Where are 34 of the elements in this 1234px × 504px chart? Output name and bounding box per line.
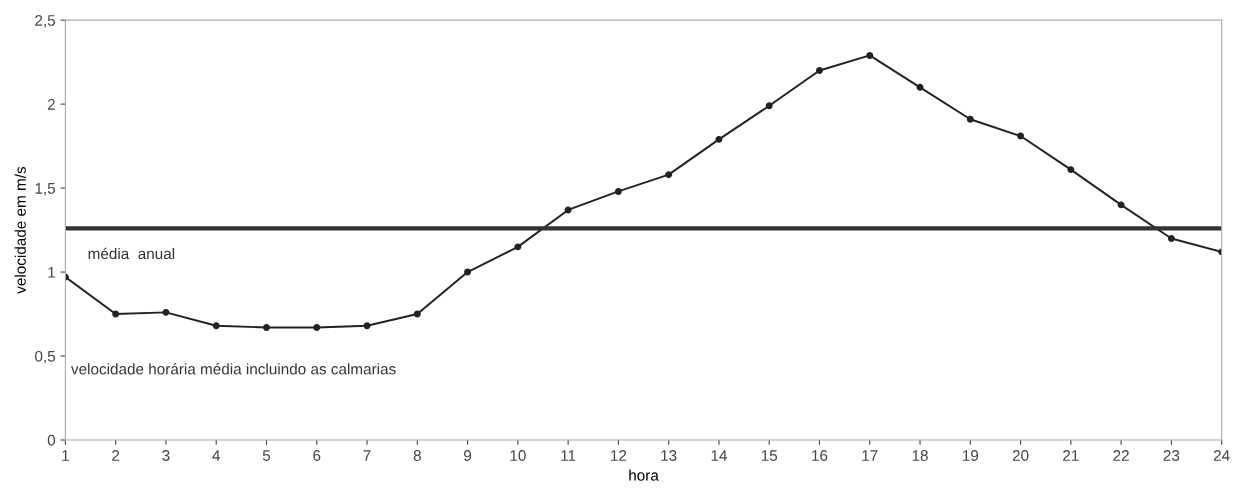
x-tick-label: 2 xyxy=(112,450,120,461)
x-tick-label: 5 xyxy=(262,450,271,461)
y-tick-label: 0,5 xyxy=(35,350,56,364)
x-tick-label: 11 xyxy=(561,450,576,461)
x-tick-label: 17 xyxy=(862,450,878,461)
x-axis-title: hora xyxy=(629,469,659,481)
ref-line-label: média anual xyxy=(88,247,175,260)
x-tick-label: 12 xyxy=(611,450,627,461)
text: velocidade horária média incluindo as calmarias xyxy=(71,363,396,375)
y-tick-label: 2 xyxy=(47,98,55,110)
y-tick-label: 0 xyxy=(47,434,56,446)
x-tick-label: 7 xyxy=(363,450,371,461)
x-tick-label: 23 xyxy=(1163,450,1180,461)
x-tick-label: 20 xyxy=(1012,450,1029,461)
x-tick-label: 15 xyxy=(761,450,778,461)
x-tick-label: 18 xyxy=(912,450,928,461)
x-tick-label: 21 xyxy=(1063,450,1079,461)
x-tick-label: 8 xyxy=(413,450,421,461)
x-tick-label: 9 xyxy=(464,450,472,461)
y-axis-title: velocidade em m/s xyxy=(14,166,26,294)
x-tick-label: 19 xyxy=(962,450,979,461)
y-tick-label: 1 xyxy=(48,267,55,278)
x-tick-label: 6 xyxy=(313,450,321,461)
x-tick-label: 10 xyxy=(510,450,526,461)
x-tick-label: 4 xyxy=(212,450,221,461)
x-tick-label: 16 xyxy=(812,450,828,461)
y-tick-label: 1,5 xyxy=(35,183,56,196)
x-tick-label: 24 xyxy=(1213,450,1230,461)
x-tick-label: 14 xyxy=(711,450,727,461)
x-tick-label: 3 xyxy=(162,450,170,461)
x-tick-label: 1 xyxy=(62,450,69,461)
y-tick-label: 2,5 xyxy=(35,15,56,28)
x-tick-label: 22 xyxy=(1113,450,1129,461)
x-tick-label: 13 xyxy=(661,450,677,461)
